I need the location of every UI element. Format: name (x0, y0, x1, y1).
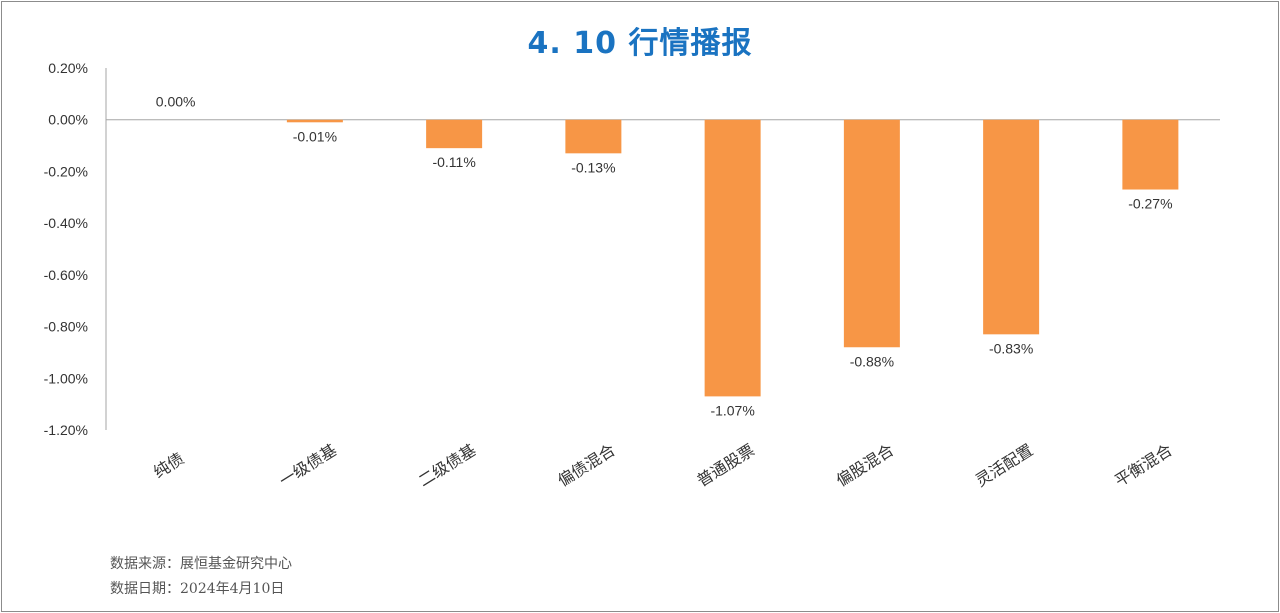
data-label: -0.27% (1128, 196, 1172, 212)
bar (565, 119, 622, 154)
data-label: -0.01% (293, 129, 337, 145)
category-label: 平衡混合 (1111, 440, 1175, 490)
category-label: 偏债混合 (554, 440, 618, 490)
bar (704, 119, 761, 397)
y-tick-label: 0.20% (48, 60, 88, 76)
data-label: -0.11% (432, 154, 475, 170)
y-tick-label: -0.40% (44, 215, 88, 231)
bar (843, 119, 900, 348)
data-label: -0.83% (989, 340, 1033, 356)
data-source-note: 数据来源：展恒基金研究中心 (110, 556, 292, 572)
y-tick-label: 0.00% (48, 112, 88, 128)
data-date-note: 数据日期：2024年4月10日 (110, 581, 285, 597)
data-label: 0.00% (156, 94, 196, 110)
data-label: -1.07% (710, 402, 754, 418)
chart-title: 4. 10 行情播报 (527, 26, 753, 61)
category-label: 二级债基 (415, 440, 479, 490)
data-label: -0.13% (571, 159, 615, 175)
category-label: 灵活配置 (972, 440, 1036, 490)
category-label: 偏股混合 (833, 440, 897, 490)
data-label: -0.88% (850, 353, 894, 369)
y-tick-label: -1.00% (44, 370, 88, 386)
bar (983, 119, 1040, 335)
y-tick-label: -1.20% (44, 422, 88, 438)
category-label: 一级债基 (276, 440, 340, 490)
y-tick-label: -0.80% (44, 319, 88, 335)
bar (1122, 119, 1179, 190)
category-label: 普通股票 (694, 440, 758, 490)
y-tick-label: -0.20% (44, 163, 88, 179)
bar (426, 119, 483, 149)
y-tick-label: -0.60% (44, 267, 88, 283)
bar (286, 119, 343, 123)
category-label: 纯债 (150, 449, 187, 482)
